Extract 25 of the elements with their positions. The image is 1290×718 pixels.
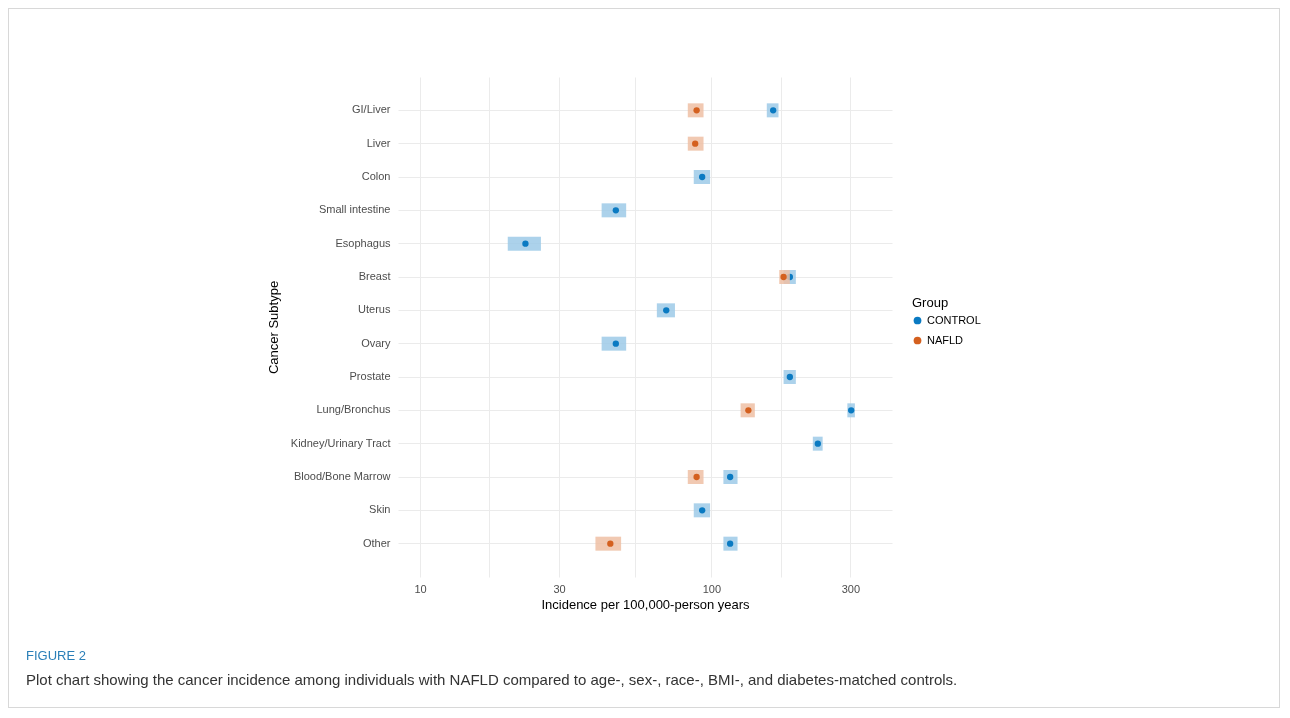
y-tick-label: Ovary [361, 336, 391, 349]
y-tick-label: Small intestine [318, 203, 391, 216]
caption: FIGURE 2 [26, 648, 87, 663]
x-axis-title: Incidence per 100,000-person years [541, 596, 751, 612]
y-tick-label: Esophagus [335, 236, 391, 249]
y-tick-label: Uterus [358, 303, 391, 316]
y-tick-label: GI/Liver [351, 103, 391, 116]
x-tick-label: 100 [702, 582, 722, 595]
legend-title: Group [912, 295, 949, 310]
y-tick-label: Other [362, 536, 391, 549]
y-tick-label: Prostate [349, 370, 391, 382]
y-tick-label: Colon [361, 170, 391, 182]
y-tick-label: Blood/Bone Marrow [293, 470, 391, 482]
legend-label: CONTROL [927, 313, 981, 326]
y-tick-label: Breast [358, 270, 391, 282]
y-axis-title: Cancer Subtype [265, 280, 281, 375]
y-tick-label: Lung/Bronchus [316, 403, 391, 416]
x-tick-label: 300 [841, 582, 861, 595]
legend-label: NAFLD [927, 333, 964, 346]
x-tick-label: 30 [553, 582, 566, 595]
y-tick-label: Skin [369, 503, 391, 516]
text: Plot chart showing the cancer incidence among individuals with NAFLD compared to age-, sex-, race-, BMI-, and diabetes-matched controls. [26, 671, 958, 688]
y-tick-label: Liver [366, 136, 391, 149]
x-tick-label: 10 [414, 582, 427, 595]
y-tick-label: Kidney/Urinary Tract [290, 436, 391, 449]
